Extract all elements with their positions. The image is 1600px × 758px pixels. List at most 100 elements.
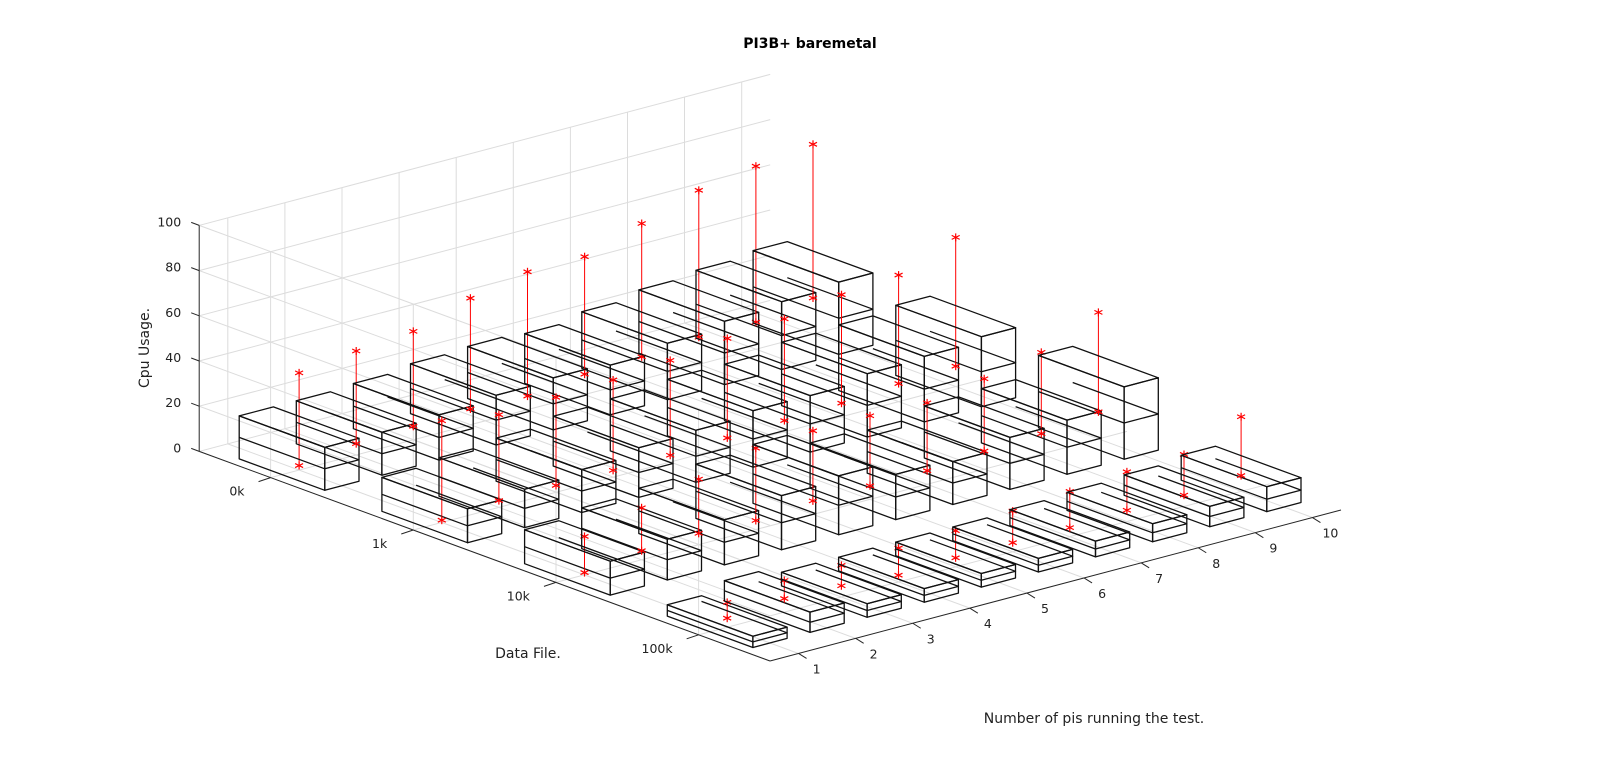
z-tick-label: 20 xyxy=(165,395,181,410)
error-star xyxy=(808,426,818,435)
error-star xyxy=(580,370,589,379)
error-star xyxy=(1037,429,1046,438)
bar-face-top xyxy=(1180,445,1302,488)
bar xyxy=(1066,467,1188,543)
x-tick-label: 6 xyxy=(1098,586,1106,601)
z-tick-label: 100 xyxy=(157,214,181,229)
error-star xyxy=(608,466,618,475)
bar-face-top xyxy=(780,562,902,605)
bar-midline xyxy=(1009,507,1131,550)
bar xyxy=(409,294,531,446)
z-axis-label: Cpu Usage. xyxy=(137,308,153,388)
bar xyxy=(723,314,845,453)
error-star xyxy=(865,481,875,490)
error-star xyxy=(1179,491,1189,500)
y-tick-label: 1k xyxy=(372,536,388,551)
error-star xyxy=(637,219,646,228)
bar-face-top xyxy=(752,240,874,283)
error-star xyxy=(751,162,761,171)
x-tick-mark xyxy=(1255,532,1264,539)
bar-face-top xyxy=(666,595,788,637)
error-star xyxy=(351,439,361,448)
error-star xyxy=(523,392,532,401)
bar xyxy=(381,416,503,544)
bar xyxy=(666,334,788,468)
bar xyxy=(238,368,360,491)
z-tick-label: 80 xyxy=(165,260,181,275)
error-star xyxy=(694,186,704,195)
error-star xyxy=(1122,506,1132,515)
x-tick-mark xyxy=(1083,577,1093,584)
bar-midline xyxy=(353,396,474,439)
bar xyxy=(638,186,760,386)
error-star xyxy=(294,368,304,377)
y-tick-mark xyxy=(543,581,557,587)
bar xyxy=(1180,412,1302,513)
error-star xyxy=(894,379,903,388)
bar xyxy=(752,140,874,356)
error-star xyxy=(865,411,875,420)
bar xyxy=(1009,487,1131,558)
error-star xyxy=(780,416,789,425)
bar-midline xyxy=(667,600,788,643)
x-tick-mark xyxy=(912,622,922,629)
bar-face-top xyxy=(1009,499,1131,542)
grid-line xyxy=(684,97,1256,534)
error-star xyxy=(751,516,761,525)
error-star xyxy=(837,290,846,299)
z-tick-mark xyxy=(191,447,200,452)
error-star xyxy=(437,416,447,425)
axes xyxy=(191,221,1342,662)
error-star xyxy=(951,233,960,242)
error-star xyxy=(494,496,504,505)
y-tick-label: 10k xyxy=(507,588,531,603)
tick-labels: 0 20 40 60 80 100 0k 1k 10k 100k 1 2 3 4 5 6 7 8 9 10 xyxy=(157,214,1338,676)
x-tick-label: 3 xyxy=(927,631,935,646)
error-star xyxy=(466,294,475,303)
error-star xyxy=(808,496,818,505)
error-star xyxy=(922,466,932,475)
grid-line xyxy=(284,202,856,639)
x-axis-label: Number of pis running the test. xyxy=(984,711,1204,727)
z-tick-label: 60 xyxy=(165,305,181,320)
error-star xyxy=(637,546,646,555)
x-tick-label: 7 xyxy=(1155,571,1163,586)
bar xyxy=(780,290,903,438)
bar-midline xyxy=(809,455,931,498)
bar-face-top xyxy=(723,570,845,613)
bar xyxy=(895,526,1017,588)
bar-midline xyxy=(467,362,589,405)
error-star xyxy=(1094,308,1103,317)
error-star xyxy=(722,614,732,623)
bar-face-top xyxy=(895,532,1017,575)
bar-midline xyxy=(667,397,788,440)
x-tick-mark xyxy=(1197,547,1207,554)
y-tick-mark xyxy=(258,477,271,483)
grid-line xyxy=(512,142,1085,579)
bar-face-top xyxy=(952,517,1074,560)
bar xyxy=(666,595,788,649)
z-tick-mark xyxy=(191,357,200,362)
bar-midline xyxy=(895,539,1017,581)
bar-face-top xyxy=(1066,482,1188,525)
bar xyxy=(952,507,1074,573)
bar xyxy=(609,356,731,483)
bar-midline xyxy=(981,406,1102,448)
error-star xyxy=(979,447,989,456)
bar-midline xyxy=(296,412,417,455)
error-star xyxy=(837,581,846,590)
bar-midline xyxy=(838,347,960,390)
y-tick-mark xyxy=(401,529,414,535)
z-tick-label: 0 xyxy=(173,440,181,455)
x-tick-label: 2 xyxy=(870,646,878,661)
error-star xyxy=(1065,523,1075,532)
y-axis-label: Data File. xyxy=(495,646,561,662)
bar-midline xyxy=(1180,458,1302,500)
error-star xyxy=(494,410,504,419)
error-star xyxy=(780,594,789,603)
bar-midline xyxy=(695,481,817,524)
z-tick-mark xyxy=(191,221,200,226)
bar-midline xyxy=(610,415,731,457)
bar-midline xyxy=(838,554,960,597)
bar-midline xyxy=(381,484,503,527)
